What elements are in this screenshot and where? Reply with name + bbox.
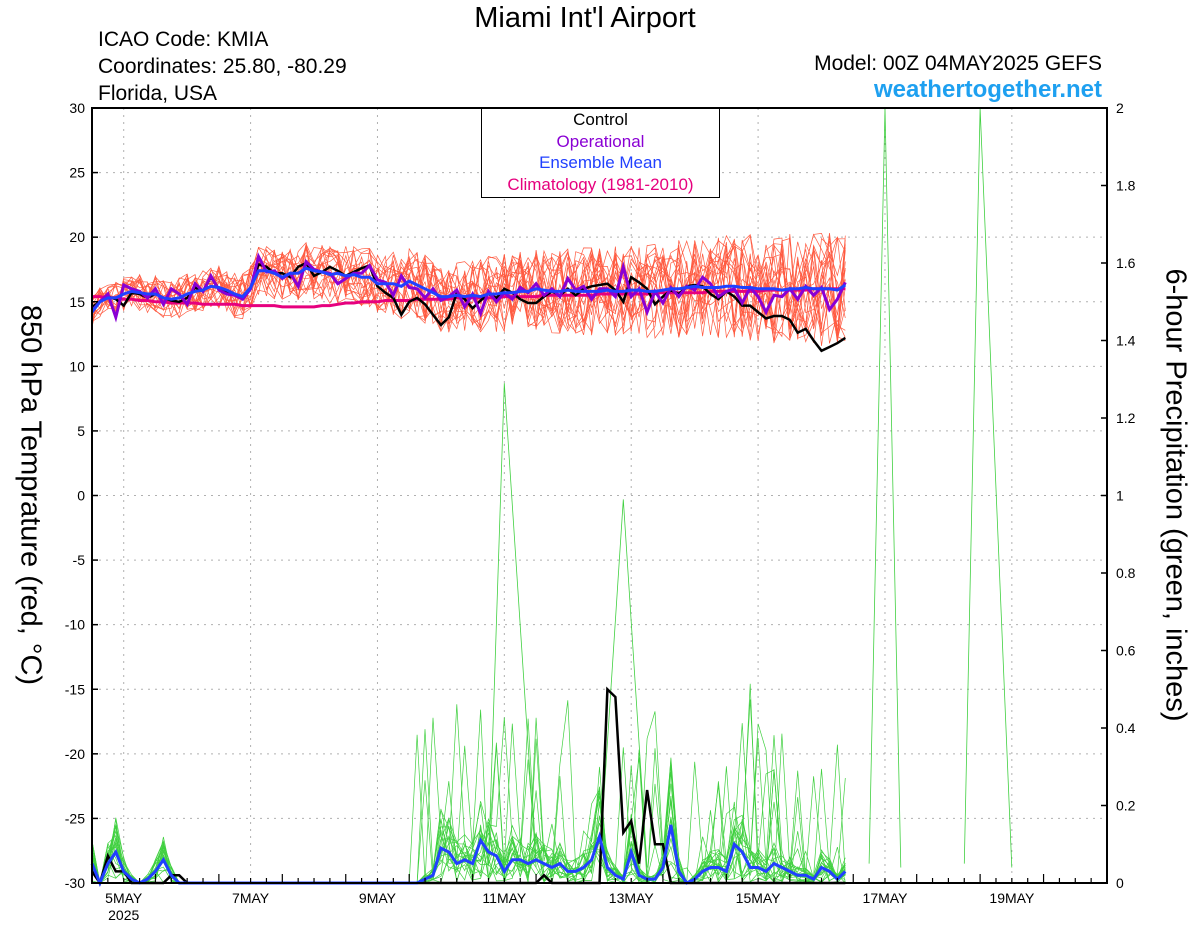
ensemble-mean-precip-line (90, 824, 847, 887)
y-tick-label: -20 (65, 746, 85, 762)
y-tick-label: -25 (65, 810, 85, 826)
x-tick-label: 7MAY (232, 890, 270, 906)
coordinates: Coordinates: 25.80, -80.29 (98, 55, 347, 78)
site-link[interactable]: weathertogether.net (873, 76, 1102, 103)
y2-tick-label: 1.4 (1116, 333, 1136, 349)
y2-tick-label: 0.6 (1116, 643, 1136, 659)
y2-tick-label: 1.2 (1116, 410, 1136, 426)
y2-tick-label: 0.8 (1116, 565, 1136, 581)
x-tick-sublabel: 2025 (108, 907, 139, 923)
model-run: Model: 00Z 04MAY2025 GEFS (814, 52, 1102, 75)
x-tick-label: 5MAY (105, 890, 143, 906)
y2-tick-label: 1.8 (1116, 178, 1136, 194)
ensemble-member-temp-line (91, 240, 846, 344)
legend-control: Control (573, 110, 628, 129)
y2-tick-label: 1.6 (1116, 255, 1136, 271)
y-tick-label: 25 (69, 165, 85, 181)
y2-tick-label: 0 (1116, 875, 1124, 891)
y2-tick-label: 0.4 (1116, 720, 1136, 736)
x-tick-label: 19MAY (989, 890, 1035, 906)
ensemble-member-precip-spike (488, 383, 537, 868)
y-tick-label: -10 (65, 617, 85, 633)
legend-climatology: Climatology (1981-2010) (507, 174, 694, 194)
chart-title: Miami Int'l Airport (474, 2, 696, 34)
legend-operational: Operational (556, 131, 645, 151)
y2-tick-label: 1 (1116, 488, 1124, 504)
y-tick-label: -30 (65, 875, 85, 891)
y2-tick-label: 2 (1116, 100, 1124, 116)
y-tick-label: 20 (69, 229, 85, 245)
ensemble-member-temp-line (91, 233, 846, 343)
y-tick-label: 0 (77, 488, 85, 504)
x-tick-label: 9MAY (359, 890, 397, 906)
location: Florida, USA (98, 82, 218, 105)
x-tick-label: 15MAY (736, 890, 782, 906)
legend-ensemble-mean: Ensemble Mean (539, 153, 662, 172)
y-tick-label: 30 (69, 100, 85, 116)
x-tick-label: 17MAY (863, 890, 909, 906)
ensemble-member-temp-line (91, 235, 846, 339)
legend: Control Operational Ensemble Mean Climat… (481, 108, 720, 198)
ensemble-mean-temp-line (90, 266, 847, 314)
icao-code: ICAO Code: KMIA (98, 28, 269, 51)
y2-tick-label: 0.2 (1116, 798, 1136, 814)
y-tick-label: -15 (65, 681, 85, 697)
x-tick-label: 13MAY (609, 890, 655, 906)
ensemble-member-precip-spike (599, 499, 648, 868)
y-tick-label: -5 (73, 552, 86, 568)
y-tick-label: 10 (69, 358, 85, 374)
x-tick-label: 11MAY (482, 890, 526, 906)
y-tick-label: 5 (77, 423, 85, 439)
y-tick-label: 15 (69, 294, 85, 310)
